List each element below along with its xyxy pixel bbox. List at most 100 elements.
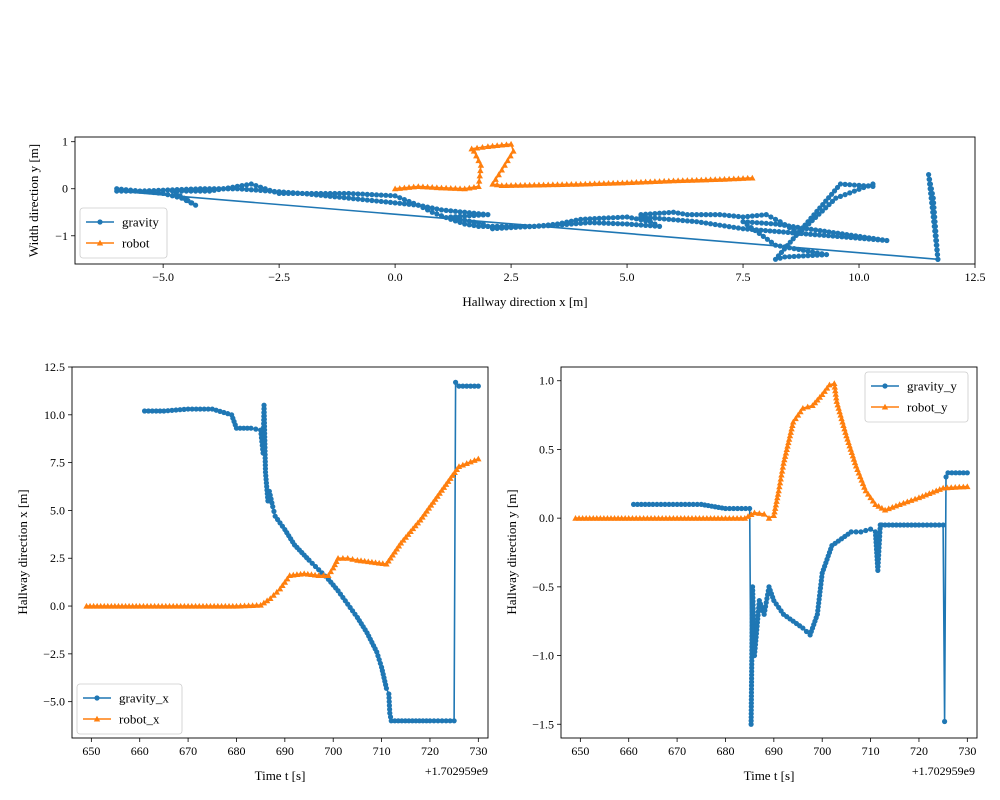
- robot-point: [544, 181, 552, 188]
- gravity-x-point: [177, 407, 183, 413]
- gravity-point: [248, 181, 254, 187]
- gravity-point: [670, 217, 677, 223]
- gravity-point: [177, 193, 183, 199]
- gravity-point: [851, 182, 857, 188]
- robot-point: [489, 180, 496, 187]
- gravity-point: [596, 215, 602, 221]
- gravity-point: [267, 188, 273, 194]
- gravity-point: [462, 209, 468, 215]
- gravity-point: [826, 201, 832, 208]
- robot-x-point: [395, 542, 403, 549]
- x-tick-label: 710: [373, 744, 391, 758]
- gravity-point: [387, 199, 394, 205]
- robot-x-point: [451, 469, 458, 475]
- gravity-point: [703, 220, 709, 226]
- robot-y-point: [869, 497, 877, 504]
- gravity-point: [452, 208, 459, 214]
- gravity-point: [852, 235, 858, 241]
- gravity-point: [276, 189, 282, 195]
- gravity-y-point: [750, 613, 756, 619]
- plot-frame: [74, 136, 976, 265]
- gravity-point: [758, 212, 765, 218]
- gravity-x-point: [157, 408, 163, 414]
- robot-y-point: [821, 388, 828, 394]
- robot-y-point: [831, 380, 838, 387]
- robot-point: [721, 175, 728, 182]
- gravity-y-point: [876, 537, 883, 543]
- gravity-y-point: [662, 501, 668, 508]
- gravity-y-point: [750, 587, 756, 594]
- gravity-point: [383, 199, 389, 205]
- gravity-point: [165, 187, 171, 193]
- x-tick-label: 650: [571, 744, 589, 758]
- robot-point: [568, 181, 575, 187]
- gravity-point: [814, 208, 820, 215]
- gravity-y-point: [750, 602, 756, 608]
- gravity-point: [169, 193, 176, 199]
- gravity-point: [308, 191, 315, 197]
- gravity-y-point: [916, 522, 922, 528]
- gravity-point: [332, 194, 338, 200]
- time-x-marks: [83, 379, 482, 724]
- gravity-y-point: [682, 501, 688, 508]
- gravity-point: [694, 212, 700, 218]
- legend-label-robot: robot: [122, 236, 150, 251]
- robot-x-point: [315, 572, 322, 579]
- gravity-point: [825, 233, 832, 239]
- robot-y-point: [751, 509, 758, 516]
- gravity-y-point: [858, 529, 864, 535]
- legend-marker-gravity: [97, 219, 103, 225]
- x-tick-label: 690: [765, 744, 783, 758]
- gravity-point: [749, 213, 755, 219]
- gravity-point: [114, 188, 120, 194]
- gravity-point: [744, 226, 751, 232]
- gravity-point: [717, 222, 723, 228]
- x-tick-label: 2.5: [504, 270, 519, 284]
- gravity-point: [928, 186, 934, 192]
- gravity-point: [462, 213, 468, 219]
- robot-point: [473, 152, 480, 159]
- gravity-point: [165, 192, 171, 198]
- gravity-point: [666, 209, 672, 216]
- robot-point: [651, 178, 659, 185]
- robot-point: [730, 175, 737, 182]
- x-tick-label: 670: [668, 744, 686, 758]
- gravity-x-point: [181, 406, 187, 412]
- gravity-point: [794, 230, 800, 236]
- robot-point: [410, 183, 417, 190]
- gravity-point: [536, 223, 542, 229]
- robot-x-point: [281, 578, 289, 585]
- gravity-point: [615, 214, 621, 221]
- gravity-point: [780, 229, 787, 235]
- robot-y-point: [772, 505, 779, 511]
- x-tick-label: 700: [324, 744, 342, 758]
- gravity-point: [789, 230, 796, 236]
- robot-x-point: [349, 555, 356, 562]
- gravity-point: [638, 214, 644, 220]
- gravity-y-point: [964, 470, 970, 476]
- gravity-point: [795, 224, 801, 230]
- robot-point: [501, 162, 508, 168]
- gravity-y-point: [749, 584, 756, 590]
- gravity-point: [169, 187, 176, 193]
- gravity-point: [684, 212, 690, 218]
- gravity-point: [731, 224, 737, 230]
- legend-label-gravity-x: gravity_x: [119, 691, 169, 706]
- trajectory-marks: [114, 140, 941, 262]
- gravity-point: [141, 188, 148, 194]
- robot-point: [456, 185, 464, 192]
- gravity-point: [360, 196, 366, 203]
- gravity-point: [791, 246, 797, 252]
- gravity-point: [643, 222, 649, 228]
- x-axis-label: Time t [s]: [255, 768, 306, 783]
- gravity-point: [875, 237, 881, 243]
- gravity-y-point: [905, 522, 911, 528]
- robot-point: [679, 177, 686, 184]
- gravity-point: [656, 210, 663, 216]
- y-tick-label: −1.5: [532, 717, 554, 731]
- gravity-y-point: [908, 522, 915, 528]
- gravity-point: [820, 201, 826, 208]
- robot-point: [495, 171, 502, 178]
- gravity-y-point: [686, 501, 692, 508]
- gravity-point: [638, 222, 644, 228]
